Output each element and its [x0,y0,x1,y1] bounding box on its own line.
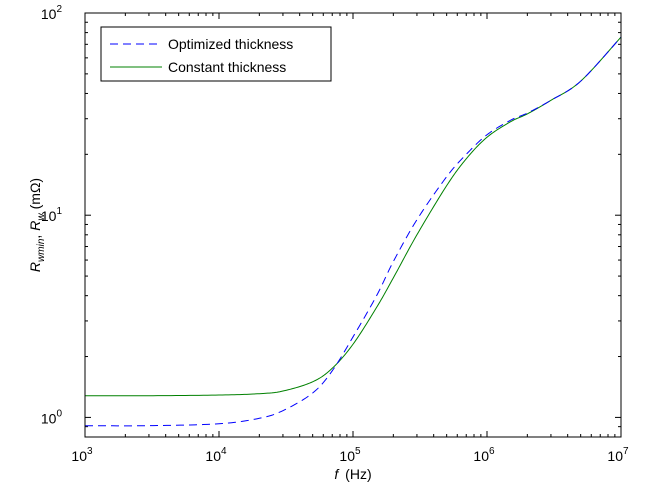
plot-area [85,13,621,437]
x-tick-label: 106 [473,446,495,464]
x-tick-label: 103 [71,446,93,464]
x-tick-label: 104 [205,446,227,464]
legend-label-constant: Constant thickness [168,59,286,75]
series-layer [85,36,622,427]
y-axis-label: Rwmin, Rw (mΩ) [27,178,47,272]
x-axis-variable: f [334,466,340,482]
x-axis-label: f (Hz) [334,466,371,482]
y-label-var2: R [27,221,43,231]
x-axis-unit: (Hz) [345,466,371,482]
x-tick-label: 105 [339,446,361,464]
legend: Optimized thickness Constant thickness [100,26,332,82]
y-tick-label: 101 [41,206,63,224]
x-tick-labels: 103 104 105 106 107 [71,446,629,464]
legend-label-optimized: Optimized thickness [168,36,293,52]
y-tick-labels: 100 101 102 [41,4,63,426]
series-line-optimized [85,36,622,427]
y-tick-label: 102 [41,4,63,22]
y-label-sub1: wmin [36,238,47,262]
plot-frame [84,12,622,438]
y-tick-label: 100 [41,408,63,426]
x-tick-label: 107 [607,446,629,464]
y-label-sub2: w [36,213,47,221]
legend-box [100,26,332,82]
y-label-sep: , [27,235,43,239]
y-label-unit: (mΩ) [27,178,43,209]
series-line-constant [85,36,622,397]
y-label-var1: R [27,262,43,272]
